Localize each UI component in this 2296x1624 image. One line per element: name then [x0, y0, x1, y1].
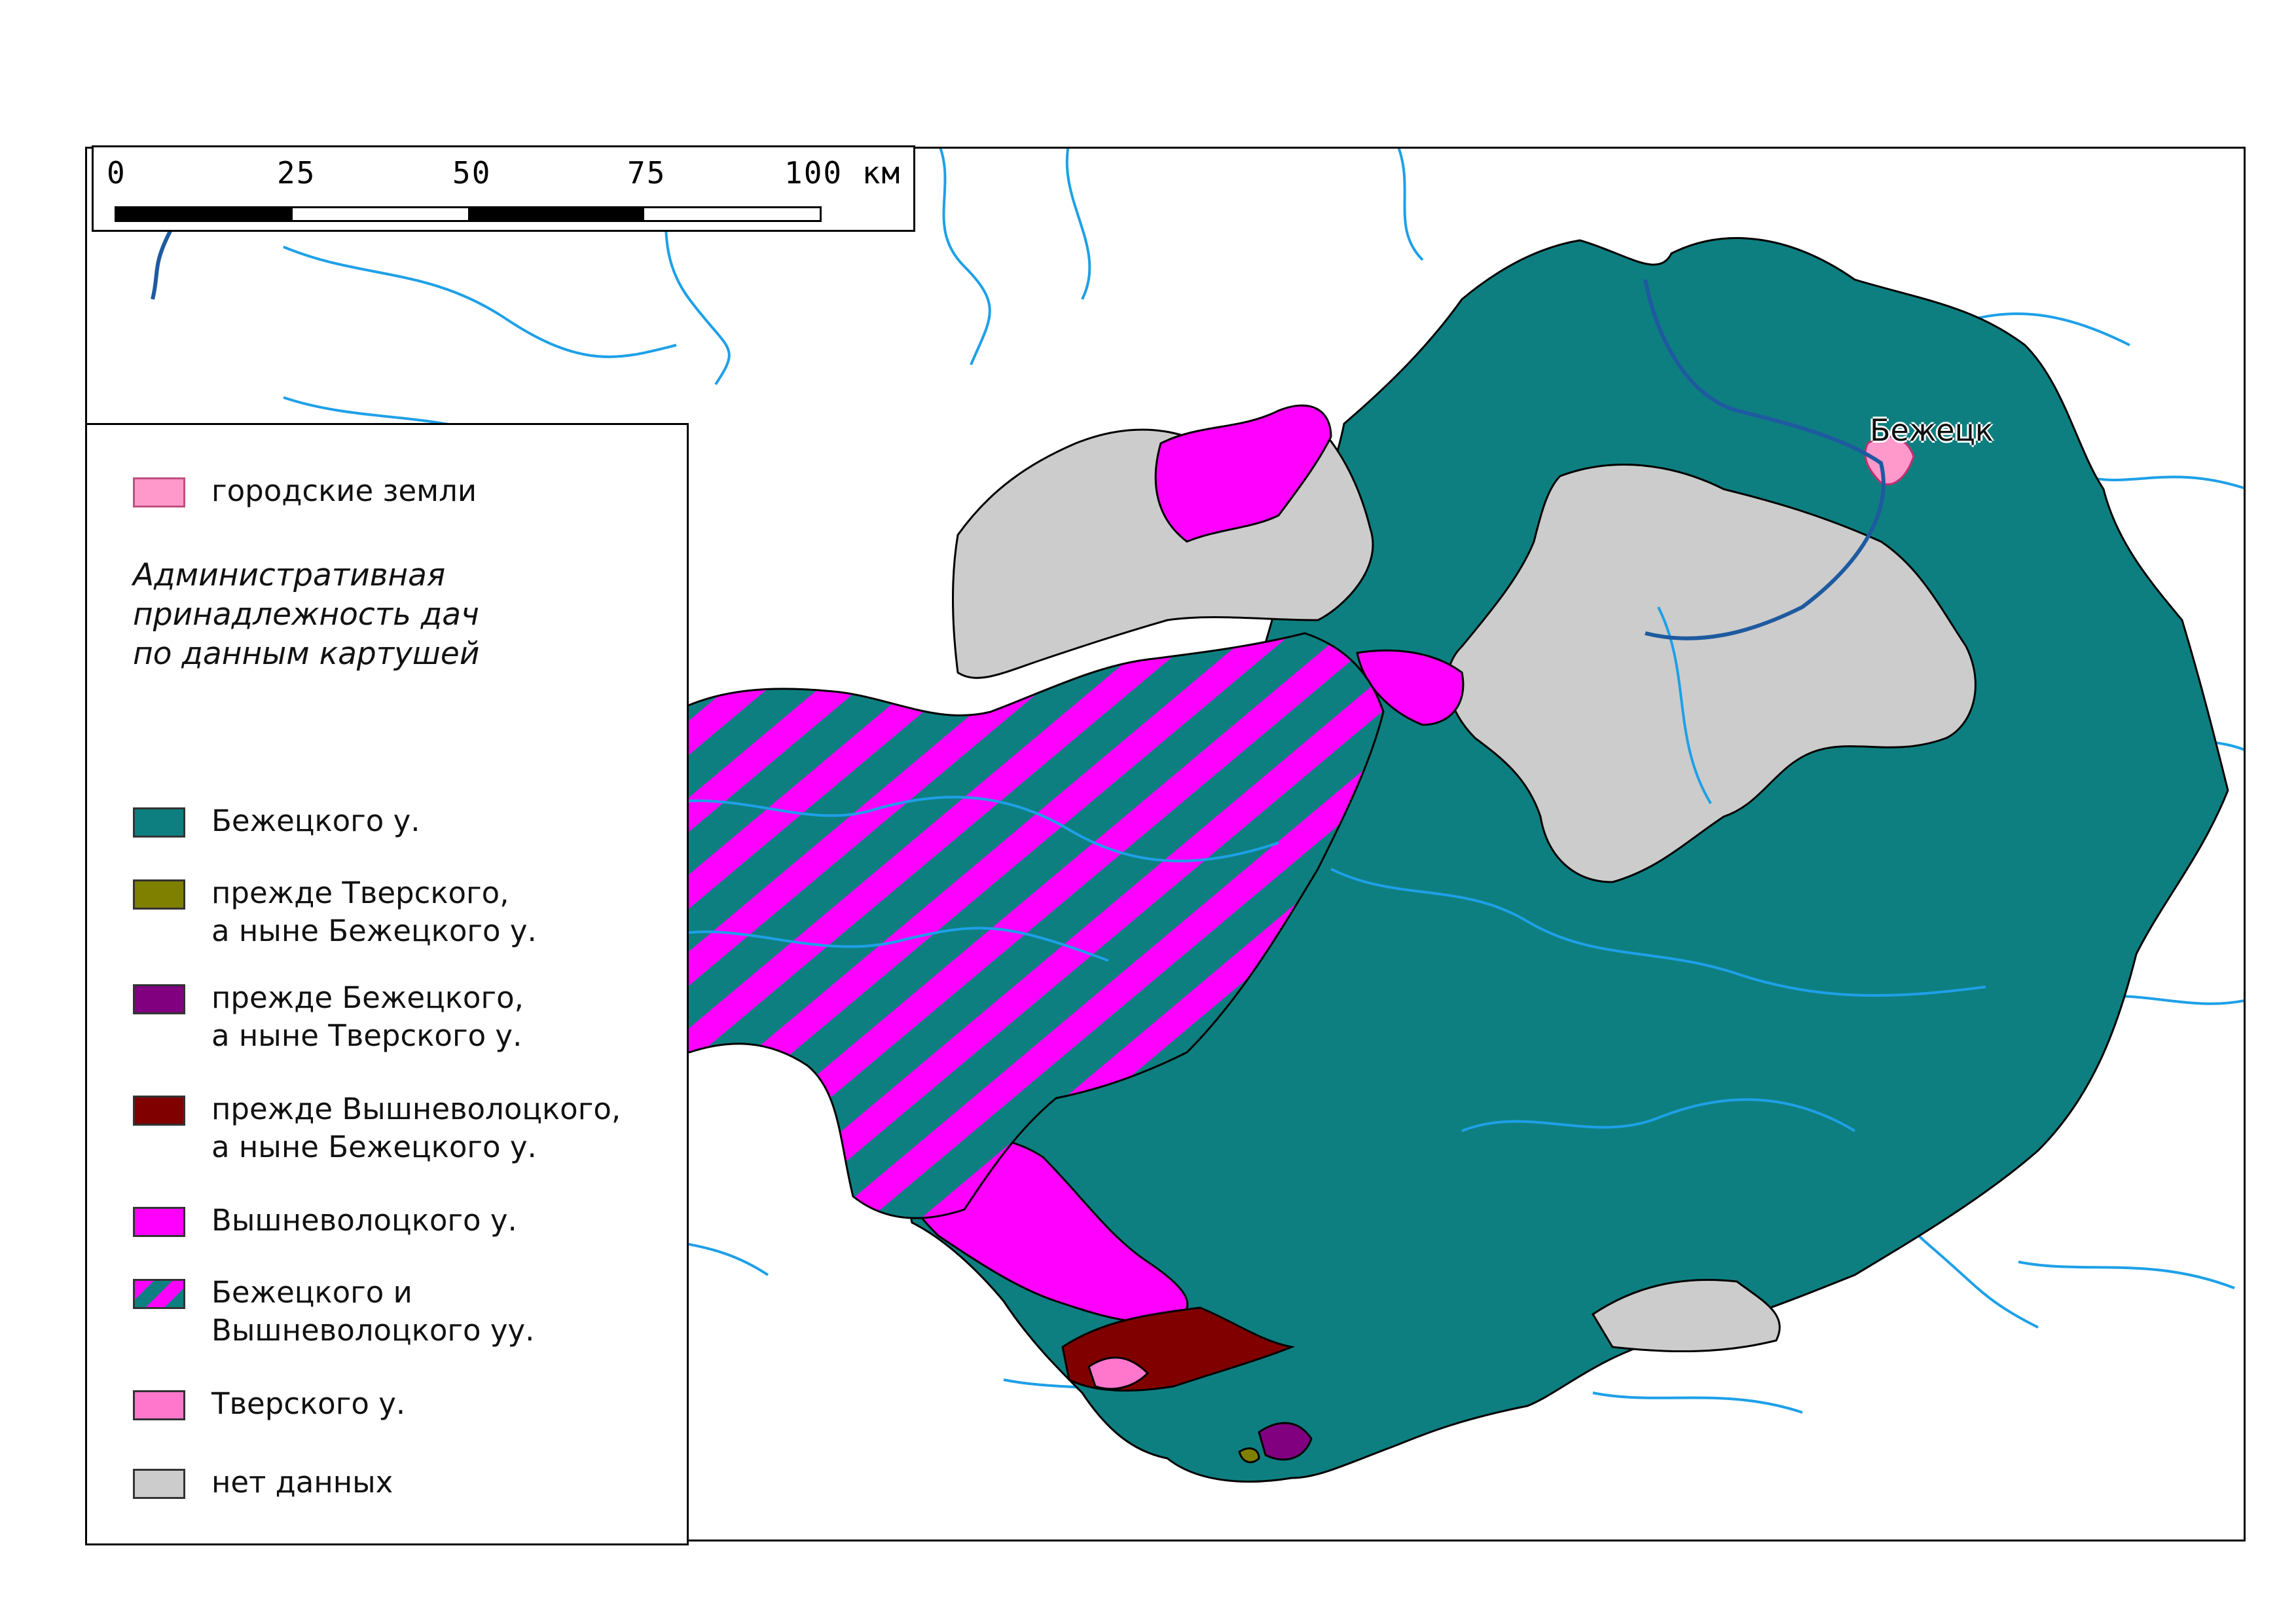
legend-item-tver: Тверского у. [133, 1385, 405, 1423]
region-prev-tver[interactable] [1238, 1447, 1260, 1464]
legend-item-prev-bezhetsk: прежде Бежецкого, а ныне Тверского у. [133, 979, 524, 1055]
region-vyshnevolotsky-east[interactable] [1356, 649, 1465, 726]
legend-item-prev-vyshnevolotsky: прежде Вышневолоцкого, а ныне Бежецкого … [133, 1090, 621, 1166]
legend-panel: городские земли Административная принадл… [85, 423, 689, 1545]
region-city-lands[interactable] [1864, 435, 1915, 486]
scale-tick-75: 75 [627, 155, 666, 191]
scale-tick-50: 50 [452, 155, 492, 191]
legend-item-city-lands: городские земли [133, 472, 477, 510]
legend-item-prev-tver: прежде Тверского, а ныне Бежецкого у. [133, 874, 537, 950]
legend-item-no-data: нет данных [133, 1464, 393, 1502]
legend-swatch [133, 1469, 185, 1499]
legend-swatch [133, 879, 185, 910]
legend-item-bezhetsk: Бежецкого у. [133, 802, 420, 840]
legend-label: городские земли [211, 473, 477, 508]
inland-rivers [663, 606, 1986, 1132]
legend-swatch [133, 1207, 185, 1237]
legend-label: Тверского у. [211, 1386, 406, 1421]
scale-tick-100: 100 км [784, 155, 902, 191]
legend-heading: Административная принадлежность дач по д… [133, 557, 480, 672]
map-canvas[interactable] [87, 149, 2246, 1541]
legend-swatch [133, 1390, 185, 1420]
scale-bar [115, 206, 822, 222]
main-river-bezhetsk [1643, 279, 1886, 640]
city-label-bezhetsk: Бежецк [1870, 413, 1994, 448]
legend-label: прежде Тверского, а ныне Бежецкого у. [211, 876, 537, 948]
legend-label: нет данных [211, 1465, 393, 1500]
legend-swatch [133, 807, 185, 838]
region-no-data-south[interactable] [1591, 1278, 1781, 1353]
legend-swatch [133, 1279, 185, 1309]
region-tver[interactable] [1087, 1356, 1150, 1390]
region-vyshnevolotsky-north[interactable] [1154, 404, 1332, 543]
legend-swatch [133, 1096, 185, 1126]
region-prev-bezhetsk[interactable] [1258, 1422, 1313, 1461]
scale-bar-panel: 0 25 50 75 100 км [92, 145, 915, 232]
scale-tick-0: 0 [107, 155, 126, 191]
legend-label: Вышневолоцкого у. [211, 1203, 517, 1238]
legend-swatch [133, 477, 185, 507]
scale-tick-25: 25 [277, 155, 316, 191]
legend-label: прежде Бежецкого, а ныне Тверского у. [211, 980, 524, 1053]
legend-label: Бежецкого у. [211, 803, 420, 838]
legend-swatch [133, 984, 185, 1014]
legend-label: прежде Вышневолоцкого, а ныне Бежецкого … [211, 1092, 621, 1164]
legend-label: Бежецкого и Вышневолоцкого уу. [211, 1275, 535, 1348]
legend-item-vyshnevolotsky: Вышневолоцкого у. [133, 1202, 517, 1240]
legend-item-shared: Бежецкого и Вышневолоцкого уу. [133, 1274, 534, 1350]
